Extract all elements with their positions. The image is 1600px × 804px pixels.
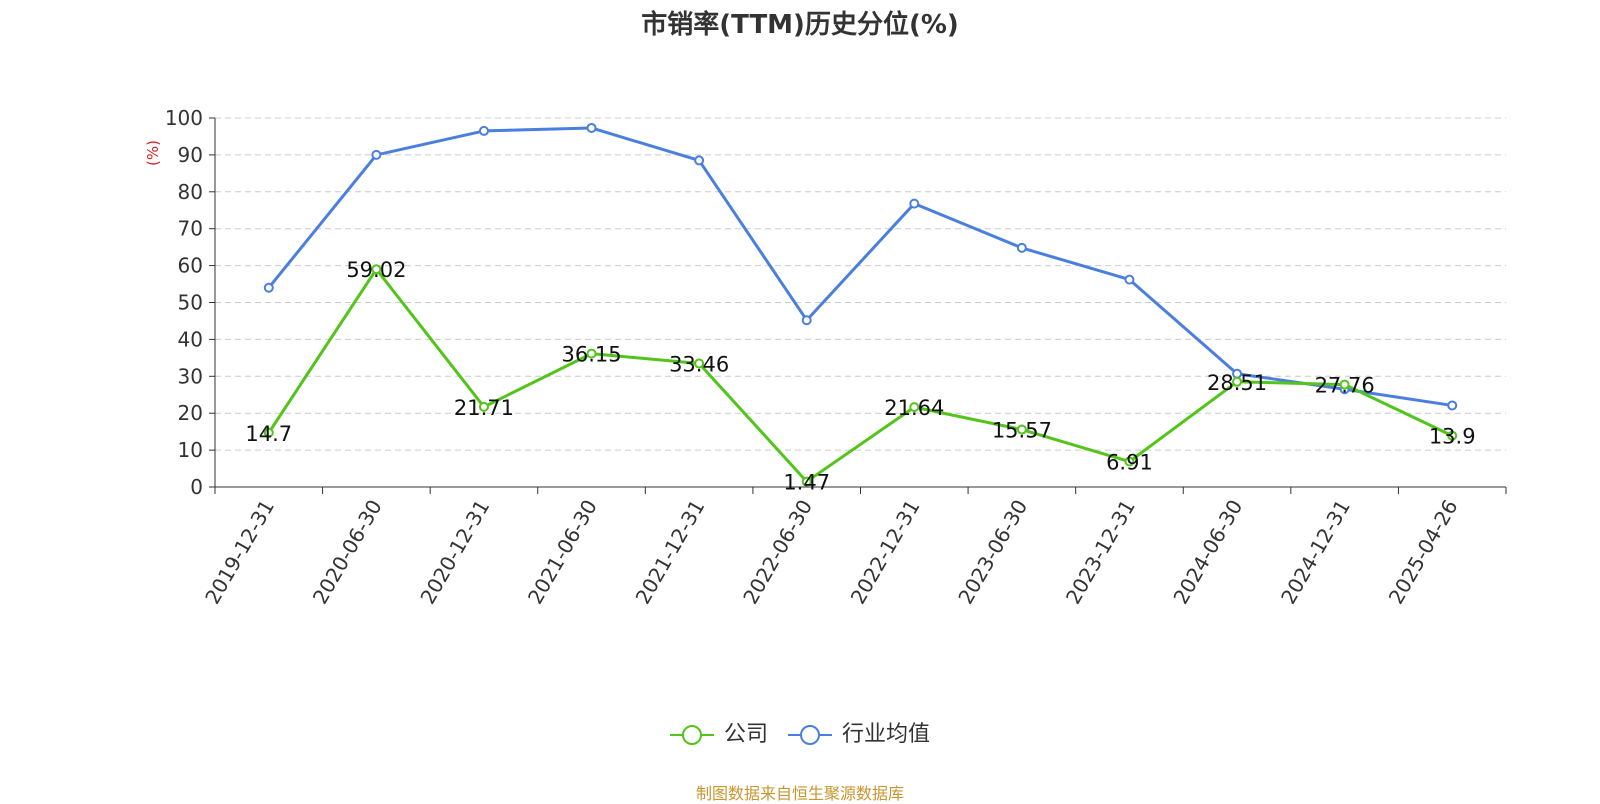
- x-tick-label: 2024-12-31: [1276, 496, 1355, 609]
- industry-point: [371, 149, 382, 160]
- company-point: [909, 402, 920, 413]
- x-tick-label: 2019-12-31: [200, 496, 279, 609]
- industry-point: [586, 122, 597, 133]
- industry-point: [1447, 400, 1458, 411]
- industry-point: [909, 198, 920, 209]
- legend-label-company: 公司: [723, 722, 768, 747]
- x-tick-label: 2024-06-30: [1168, 496, 1247, 609]
- company-data-label: 28.51: [1207, 371, 1267, 395]
- company-data-label: 15.57: [992, 419, 1052, 443]
- y-tick-label: 0: [190, 475, 203, 499]
- x-tick-label: 2020-12-31: [415, 496, 494, 609]
- series-layer: [263, 122, 1458, 487]
- company-data-label: 33.46: [669, 353, 729, 377]
- legend-line-circle-icon: [669, 725, 714, 745]
- company-point: [1232, 376, 1243, 387]
- company-data-label: 13.9: [1429, 425, 1476, 449]
- grid-layer: [215, 117, 1506, 451]
- legend-item-industry[interactable]: 行业均值: [788, 720, 930, 750]
- y-tick-label: 10: [178, 438, 203, 462]
- x-tick-label: 2025-04-26: [1384, 496, 1463, 609]
- company-data-label: 21.71: [454, 396, 514, 420]
- industry-series-line: [267, 126, 1453, 407]
- industry-point: [694, 155, 705, 166]
- company-point: [1016, 424, 1027, 435]
- y-tick-label: 80: [178, 180, 203, 204]
- company-data-label: 14.7: [245, 422, 292, 446]
- legend-item-company[interactable]: 公司: [669, 720, 768, 750]
- axis-layer: 0 10 20 30 40 50 60 70 80 90 100(%) 2019-12-31 2020-…: [144, 106, 1507, 609]
- company-point: [801, 476, 812, 487]
- company-point: [1339, 379, 1350, 390]
- industry-point: [478, 125, 489, 136]
- company-data-label: 59.02: [346, 258, 406, 282]
- company-data-label: 27.76: [1315, 374, 1375, 398]
- company-point: [478, 401, 489, 412]
- company-series-line: [267, 267, 1453, 484]
- industry-point: [1016, 242, 1027, 253]
- y-tick-label: 60: [178, 254, 203, 278]
- y-tick-label: 50: [178, 291, 203, 315]
- x-tick-label: 2022-06-30: [738, 496, 817, 609]
- company-data-label: 6.91: [1106, 451, 1153, 475]
- chart-title: 市销率(TTM)历史分位(%): [641, 10, 959, 40]
- company-point: [586, 348, 597, 359]
- y-tick-label: 30: [178, 364, 203, 388]
- company-data-label: 21.64: [884, 396, 944, 420]
- company-point: [1124, 456, 1135, 467]
- company-point: [1447, 430, 1458, 441]
- company-data-label: 1.47: [783, 471, 830, 495]
- y-axis-label: (%): [144, 140, 162, 166]
- x-tick-label: 2021-12-31: [631, 496, 710, 609]
- x-tick-label: 2023-06-30: [953, 496, 1032, 609]
- legend-label-industry: 行业均值: [842, 722, 931, 747]
- x-tick-label: 2020-06-30: [308, 496, 387, 609]
- y-tick-label: 70: [178, 217, 203, 241]
- industry-point: [801, 315, 812, 326]
- company-point: [371, 264, 382, 275]
- industry-point: [263, 282, 274, 293]
- legend: 公司 行业均值: [0, 720, 1600, 750]
- y-tick-label: 20: [178, 401, 203, 425]
- y-tick-label: 100: [165, 106, 203, 130]
- legend-line-circle-icon: [788, 725, 832, 745]
- y-tick-label: 40: [178, 327, 203, 351]
- company-point: [263, 427, 274, 438]
- x-tick-label: 2021-06-30: [523, 496, 602, 609]
- y-tick-label: 90: [178, 143, 203, 167]
- company-point: [694, 358, 705, 369]
- source-note: 制图数据来自恒生聚源数据库: [695, 784, 904, 803]
- data-label-layer: 14.7 59.02 21.71 36.15 33.46 1.47 21.64 15.57 6.…: [245, 258, 1475, 494]
- company-data-label: 36.15: [561, 343, 621, 367]
- x-tick-label: 2023-12-31: [1061, 496, 1140, 609]
- industry-point: [1124, 274, 1135, 285]
- x-tick-label: 2022-12-31: [846, 496, 925, 609]
